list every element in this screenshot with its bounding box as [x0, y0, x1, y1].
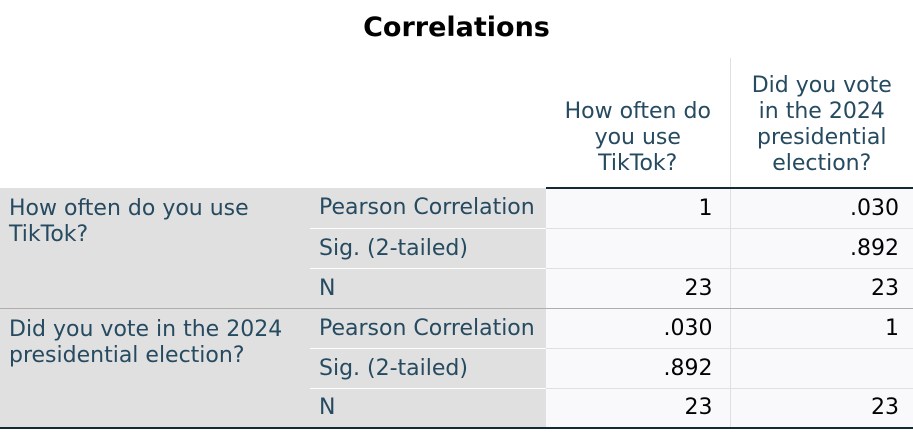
cell-value: 23 [730, 388, 913, 429]
table-row: N 23 23 [0, 388, 913, 429]
stat-label-n: N [310, 268, 546, 309]
table-row: Did you vote in the 2024 presidential el… [0, 308, 913, 429]
cell-value: 23 [546, 268, 731, 309]
row-header-tiktok: How often do you use TikTok? [0, 188, 310, 309]
table-title: Correlations [363, 12, 550, 43]
table-row: Sig. (2-tailed) .892 [0, 228, 913, 269]
column-header-tiktok: How often do you use TikTok? [546, 58, 731, 189]
table-row: Sig. (2-tailed) .892 [0, 348, 913, 389]
table-row: N 23 23 [0, 268, 913, 309]
table-row: How often do you use TikTok? Pearson Cor… [0, 188, 913, 309]
cell-value: .030 [730, 188, 913, 229]
row-header-vote: Did you vote in the 2024 presidential el… [0, 308, 310, 429]
correlations-table: How often do you use TikTok? Did you vot… [0, 58, 913, 429]
cell-value: 23 [730, 268, 913, 309]
column-header-vote: Did you vote in the 2024 presidential el… [730, 58, 913, 189]
cell-value: .030 [546, 308, 731, 349]
stat-label-n: N [310, 388, 546, 429]
stat-label-pearson: Pearson Correlation [310, 188, 546, 229]
stat-label-sig: Sig. (2-tailed) [310, 228, 546, 269]
cell-value: 1 [546, 188, 731, 229]
stat-label-sig: Sig. (2-tailed) [310, 348, 546, 389]
cell-value: .892 [546, 348, 731, 389]
column-header-row: How often do you use TikTok? Did you vot… [0, 58, 913, 189]
cell-value: 23 [546, 388, 731, 429]
cell-value [730, 348, 913, 389]
corner-cell [0, 58, 310, 188]
cell-value [546, 228, 731, 269]
cell-value: 1 [730, 308, 913, 349]
stat-label-pearson: Pearson Correlation [310, 308, 546, 349]
cell-value: .892 [730, 228, 913, 269]
corner-cell [310, 58, 546, 188]
